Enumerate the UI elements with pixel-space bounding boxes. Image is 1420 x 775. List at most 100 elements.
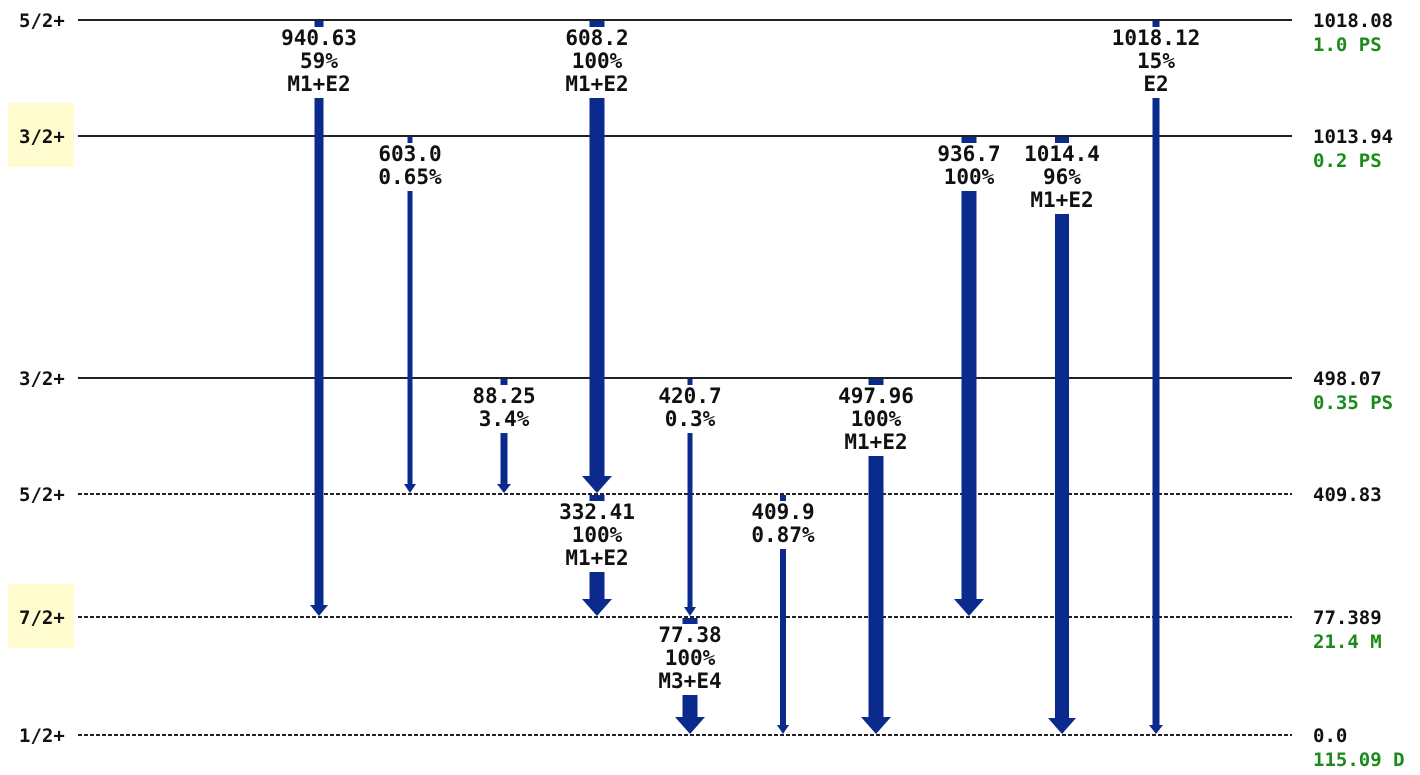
arrow-head (954, 599, 984, 616)
label-background (828, 385, 924, 456)
arrow-head (1149, 725, 1163, 734)
gamma-energy-label: 497.96 (838, 384, 914, 408)
gamma-energy-label: 1014.4 (1024, 142, 1100, 166)
gamma-intensity-label: 0.3% (665, 407, 716, 431)
level-lifetime-label: 115.09 D (1313, 749, 1405, 771)
transition-arrow: 409.90.87% (735, 495, 831, 734)
gamma-intensity-label: 3.4% (479, 407, 530, 431)
gamma-energy-label: 420.7 (658, 384, 721, 408)
label-background (642, 624, 738, 695)
gamma-energy-label: 88.25 (472, 384, 535, 408)
arrow-shaft (1055, 137, 1069, 719)
arrow-head (861, 717, 891, 734)
level-lifetime-label: 21.4 M (1313, 631, 1382, 653)
arrow-shaft (314, 21, 324, 606)
label-background (1014, 143, 1110, 214)
gamma-energy-label: 409.9 (751, 500, 814, 524)
spin-highlight-box (8, 103, 74, 167)
gamma-intensity-label: 100% (572, 49, 623, 73)
level-lifetime-label: 1.0 PS (1313, 34, 1382, 56)
spin-highlight-layer (8, 103, 74, 648)
gamma-energy-label: 936.7 (937, 142, 1000, 166)
level-lifetime-label: 0.35 PS (1313, 392, 1393, 414)
arrow-shaft (780, 495, 786, 726)
transitions-layer: 940.6359%M1+E2608.2100%M1+E21018.1215%E2… (271, 21, 1204, 734)
gamma-intensity-label: 100% (944, 165, 995, 189)
gamma-intensity-label: 100% (851, 407, 902, 431)
transition-arrow: 1014.496%M1+E2 (1014, 137, 1110, 734)
transition-arrow: 88.253.4% (456, 379, 552, 493)
gamma-multipolarity-label: M1+E2 (844, 430, 907, 454)
label-background (362, 143, 458, 191)
arrow-head (777, 725, 789, 734)
level-spin-label: 3/2+ (19, 126, 65, 148)
level-spin-label: 1/2+ (19, 725, 65, 747)
gamma-multipolarity-label: E2 (1143, 72, 1168, 96)
arrow-shaft (687, 379, 693, 608)
gamma-energy-label: 608.2 (565, 26, 628, 50)
gamma-multipolarity-label: M1+E2 (565, 72, 628, 96)
gamma-multipolarity-label: M3+E4 (658, 669, 721, 693)
gamma-energy-label: 332.41 (559, 500, 635, 524)
label-background (735, 501, 831, 549)
label-background (642, 385, 738, 433)
level-spin-label: 3/2+ (19, 368, 65, 390)
arrow-shaft (1152, 21, 1160, 726)
arrow-head (582, 476, 612, 493)
gamma-multipolarity-label: M1+E2 (287, 72, 350, 96)
label-background (549, 501, 645, 572)
arrow-head (675, 717, 705, 734)
gamma-intensity-label: 15% (1137, 49, 1175, 73)
level-energy-label: 498.07 (1313, 368, 1382, 390)
arrow-head (684, 607, 696, 616)
label-background (1108, 27, 1204, 98)
arrow-head (497, 484, 511, 493)
gamma-intensity-label: 0.87% (751, 523, 815, 547)
gamma-energy-label: 940.63 (281, 26, 357, 50)
transition-arrow: 603.00.65% (362, 137, 458, 493)
arrow-head (404, 484, 416, 493)
level-energy-label: 409.83 (1313, 484, 1382, 506)
label-background (271, 27, 367, 98)
level-spin-label: 5/2+ (19, 484, 65, 506)
level-energy-label: 0.0 (1313, 725, 1347, 747)
level-labels-layer: 5/2+ 1018.081.0 PS 3/2+ 1013.940.2 PS 3/2+ 49… (19, 10, 1405, 771)
gamma-multipolarity-label: M1+E2 (1030, 188, 1093, 212)
gamma-energy-label: 1018.12 (1112, 26, 1201, 50)
gamma-multipolarity-label: M1+E2 (565, 546, 628, 570)
level-lifetime-label: 0.2 PS (1313, 150, 1382, 172)
arrow-head (582, 599, 612, 616)
arrow-shaft (589, 21, 605, 477)
arrow-head (310, 605, 328, 616)
level-energy-label: 77.389 (1313, 607, 1382, 629)
gamma-intensity-label: 100% (572, 523, 623, 547)
gamma-intensity-label: 59% (300, 49, 338, 73)
arrow-shaft (868, 379, 884, 718)
gamma-intensity-label: 96% (1043, 165, 1081, 189)
arrow-shaft (407, 137, 413, 485)
label-background (921, 143, 1017, 191)
spin-highlight-box (8, 584, 74, 648)
label-background (549, 27, 645, 98)
arrow-shaft (961, 137, 977, 600)
level-energy-label: 1013.94 (1313, 126, 1393, 148)
level-spin-label: 5/2+ (19, 10, 65, 32)
gamma-energy-label: 77.38 (658, 623, 721, 647)
transition-arrow: 420.70.3% (642, 379, 738, 616)
gamma-intensity-label: 100% (665, 646, 716, 670)
arrow-head (1048, 718, 1076, 734)
label-background (456, 385, 552, 433)
level-energy-label: 1018.08 (1313, 10, 1393, 32)
gamma-energy-label: 603.0 (378, 142, 441, 166)
gamma-intensity-label: 0.65% (378, 165, 442, 189)
level-lines-layer (78, 19, 1292, 736)
level-spin-label: 7/2+ (19, 607, 65, 629)
